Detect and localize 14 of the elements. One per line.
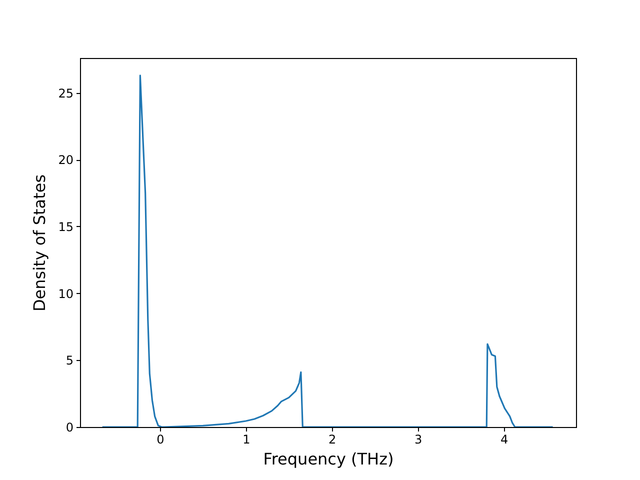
y-axis-title: Density of States [30, 174, 50, 312]
y-tick-label: 5 [66, 354, 74, 368]
x-axis-title: Frequency (THz) [263, 450, 394, 468]
y-tick-label: 15 [58, 220, 74, 234]
x-tick-label: 0 [156, 432, 164, 446]
x-tick-label: 2 [328, 432, 336, 446]
y-tick-label: 10 [58, 286, 74, 301]
y-tick-label: 25 [58, 86, 74, 100]
y-tick-label: 0 [66, 420, 74, 434]
line-series [102, 74, 554, 427]
x-tick-label: 1 [242, 432, 250, 446]
y-tick-label: 20 [58, 153, 74, 168]
x-tick-label: 3 [414, 432, 422, 446]
x-tick-label: 4 [500, 432, 508, 446]
